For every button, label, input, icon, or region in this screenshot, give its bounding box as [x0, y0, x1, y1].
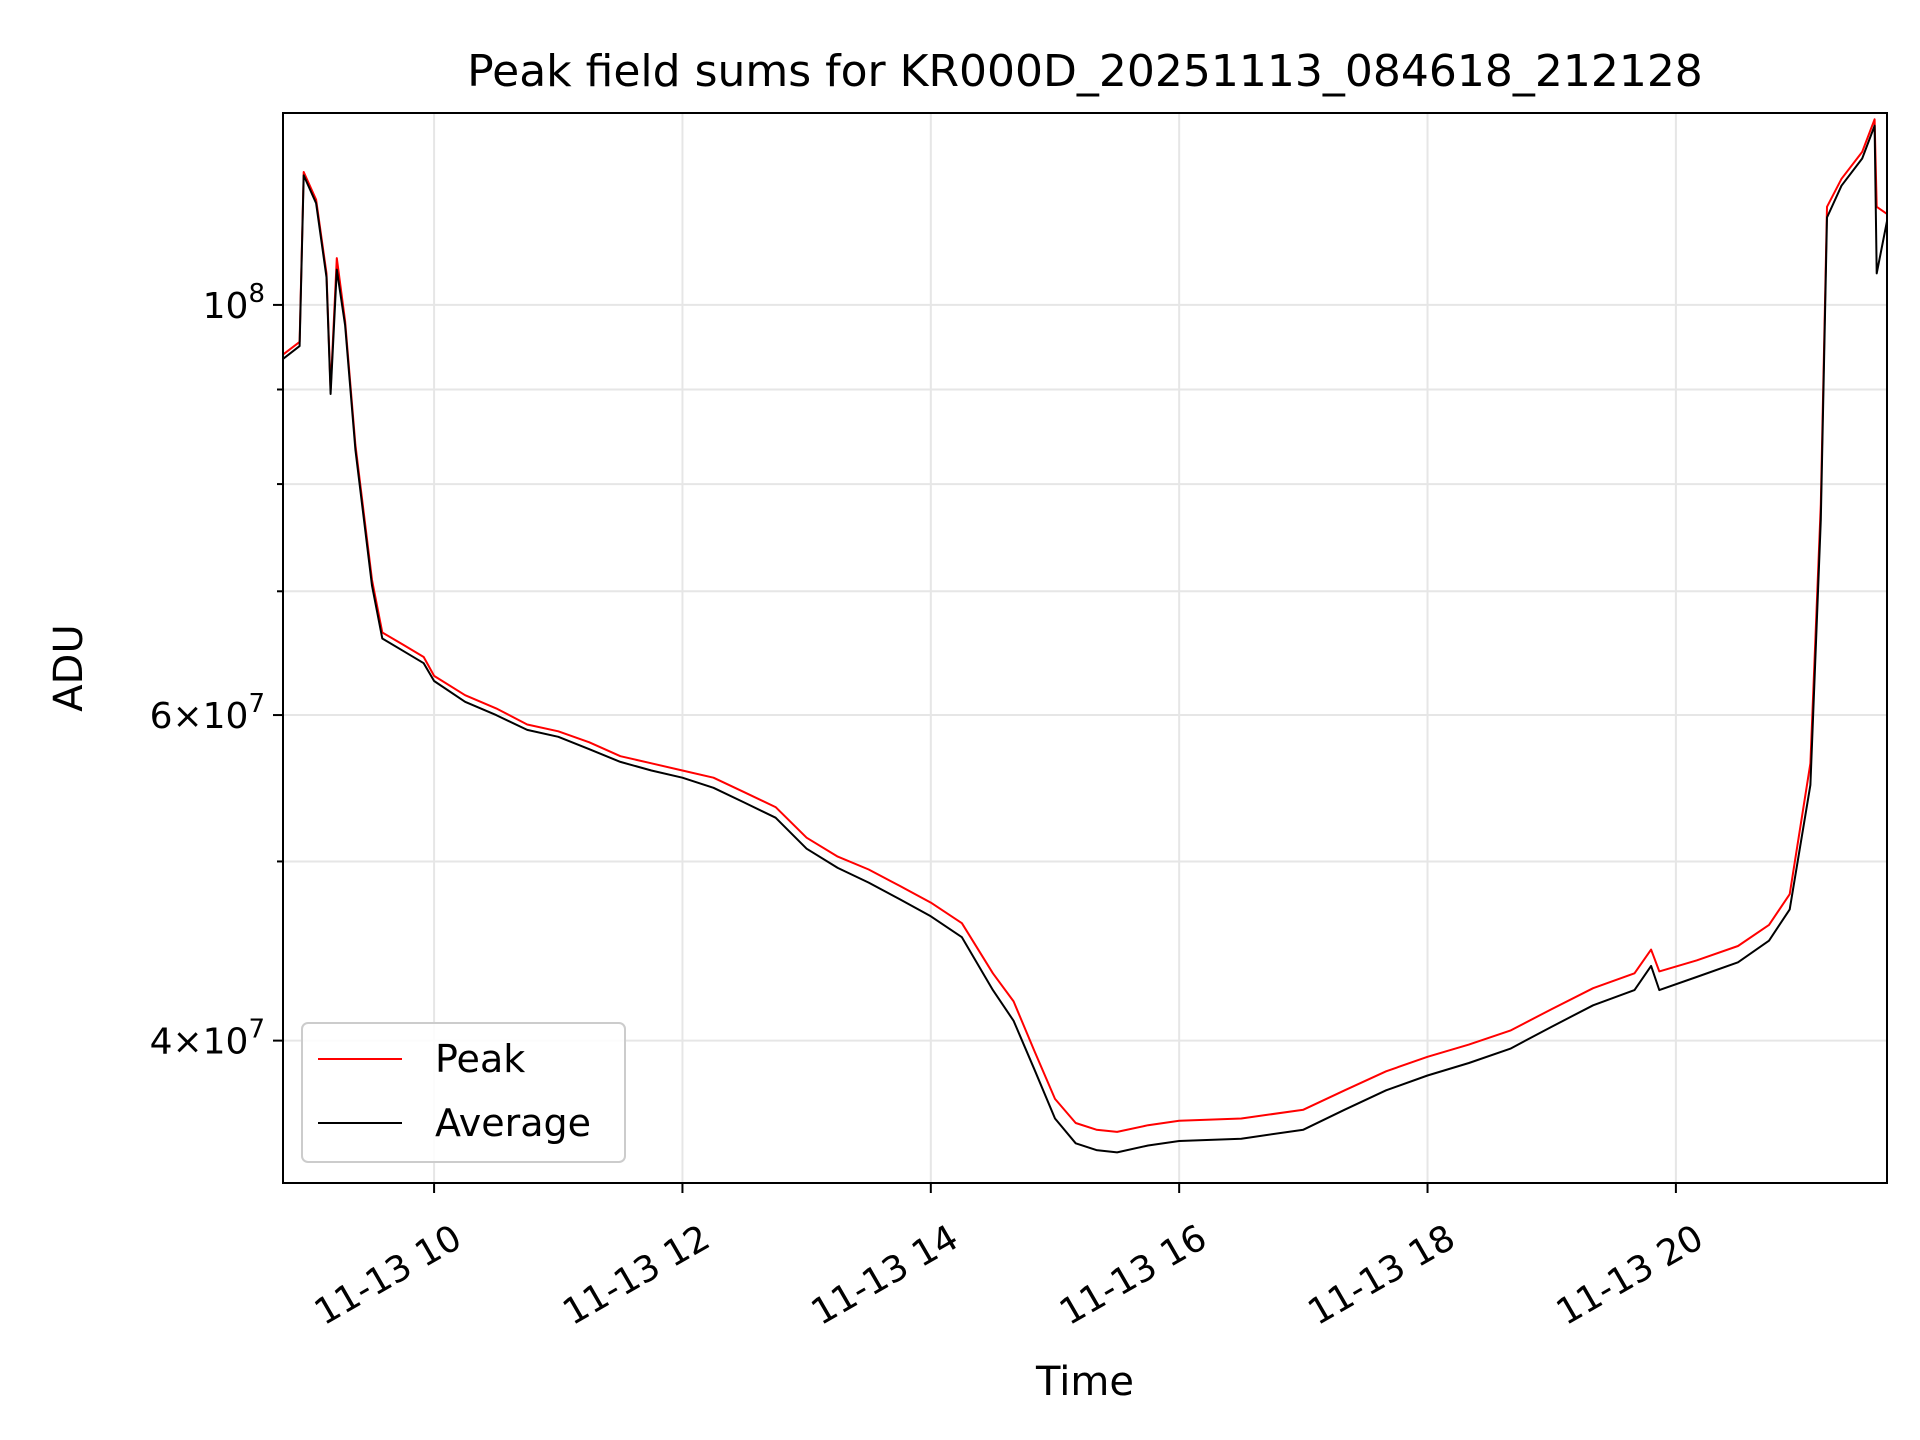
legend-label-average: Average: [435, 1101, 591, 1145]
legend-label-peak: Peak: [435, 1037, 525, 1081]
legend-box: [301, 1022, 626, 1163]
y-tick-label: 6×107: [150, 689, 265, 737]
y-tick-label: 108: [203, 279, 265, 327]
x-axis-label: Time: [1035, 1359, 1134, 1405]
series-line-average: [282, 124, 1888, 1154]
y-axis-label: ADU: [46, 624, 92, 711]
y-tick-label: 4×107: [150, 1015, 265, 1063]
chart-title: Peak field sums for KR000D_20251113_0846…: [467, 46, 1703, 97]
series-line-peak: [282, 118, 1888, 1133]
plot-frame: [282, 112, 1888, 1184]
